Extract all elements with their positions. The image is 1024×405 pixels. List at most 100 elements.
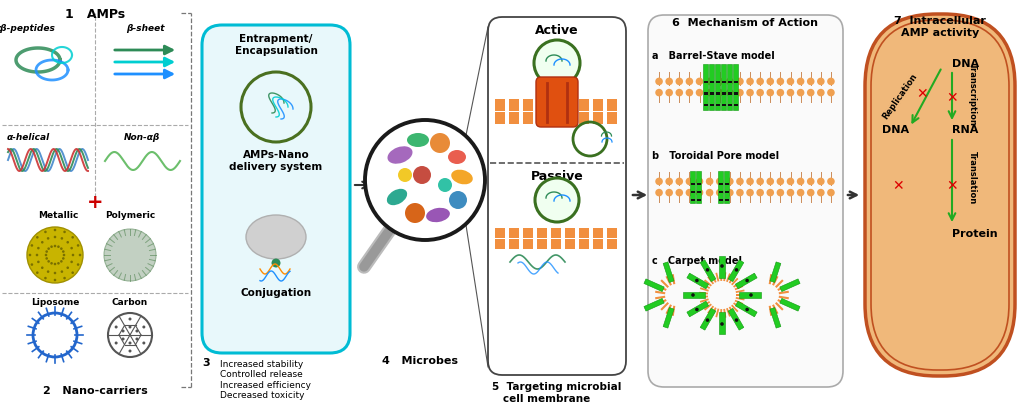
Circle shape [706,189,714,197]
Circle shape [676,178,683,186]
Bar [696,172,701,203]
Circle shape [77,245,80,247]
Bar [696,191,700,193]
Bar [523,239,534,249]
Circle shape [36,254,38,257]
Bar [739,292,761,298]
Circle shape [60,271,63,273]
Circle shape [720,322,724,326]
Circle shape [57,262,59,265]
Circle shape [44,231,47,234]
Circle shape [62,258,65,260]
Bar [537,113,547,125]
Circle shape [60,237,63,240]
Circle shape [122,330,125,333]
Bar [579,113,589,125]
Bar [770,262,781,283]
Circle shape [44,277,47,280]
Circle shape [695,90,703,97]
Bar [715,65,720,111]
Circle shape [686,90,693,97]
Bar [725,199,729,201]
Bar [509,100,519,112]
Text: RNA: RNA [952,125,978,135]
Circle shape [807,79,814,86]
Ellipse shape [407,134,429,148]
Circle shape [706,318,710,322]
Circle shape [104,230,156,281]
Circle shape [797,178,805,186]
Circle shape [726,79,733,86]
Circle shape [776,189,784,197]
Circle shape [726,189,733,197]
Bar [593,100,603,112]
Bar [725,191,729,193]
Bar [727,82,732,84]
Text: ✕: ✕ [946,179,957,192]
Circle shape [115,342,118,345]
Ellipse shape [438,179,452,192]
Circle shape [797,90,805,97]
Circle shape [786,189,795,197]
Bar [687,273,709,289]
Circle shape [655,90,663,97]
Circle shape [817,178,824,186]
Circle shape [676,79,683,86]
Bar [565,228,575,239]
Circle shape [553,85,561,94]
Circle shape [706,269,710,272]
Circle shape [79,254,81,257]
Bar [664,308,674,328]
Bar [703,65,709,111]
Circle shape [817,189,824,197]
Text: c   Carpet model: c Carpet model [652,256,742,265]
Circle shape [36,272,39,274]
Circle shape [71,261,73,264]
Circle shape [31,264,33,266]
Bar [495,228,505,239]
Bar [495,113,505,125]
Ellipse shape [452,170,473,185]
Circle shape [807,178,814,186]
Circle shape [776,178,784,186]
Circle shape [691,294,695,297]
Circle shape [535,179,579,222]
FancyBboxPatch shape [202,26,350,353]
Circle shape [767,79,774,86]
Text: Liposome: Liposome [31,297,79,306]
Circle shape [47,237,49,240]
Bar [733,82,738,84]
Bar [727,104,732,107]
Text: 4   Microbes: 4 Microbes [382,355,458,365]
Text: Polymeric: Polymeric [104,211,155,220]
Text: a   Barrel-Stave model: a Barrel-Stave model [652,51,775,61]
Circle shape [655,178,663,186]
Text: Controlled release: Controlled release [220,370,303,379]
Circle shape [827,90,835,97]
Circle shape [745,308,749,311]
Circle shape [706,79,714,86]
Circle shape [29,254,32,257]
Circle shape [37,261,40,264]
Bar [710,93,714,95]
Circle shape [128,318,131,321]
Circle shape [746,79,754,86]
Text: β-sheet: β-sheet [126,24,164,33]
Circle shape [53,245,56,248]
Ellipse shape [449,192,467,209]
Text: Protein: Protein [952,228,997,239]
Text: α-helical: α-helical [6,133,49,142]
Bar [727,93,732,95]
Text: 7  Intracellular
AMP activity: 7 Intracellular AMP activity [894,16,986,38]
Circle shape [77,264,80,266]
Bar [579,228,589,239]
Bar [523,113,534,125]
Circle shape [736,79,743,86]
Circle shape [72,272,74,274]
FancyBboxPatch shape [648,16,843,387]
Bar [551,228,561,239]
Circle shape [128,342,131,345]
Circle shape [817,90,824,97]
Circle shape [72,237,74,239]
Ellipse shape [406,203,425,224]
